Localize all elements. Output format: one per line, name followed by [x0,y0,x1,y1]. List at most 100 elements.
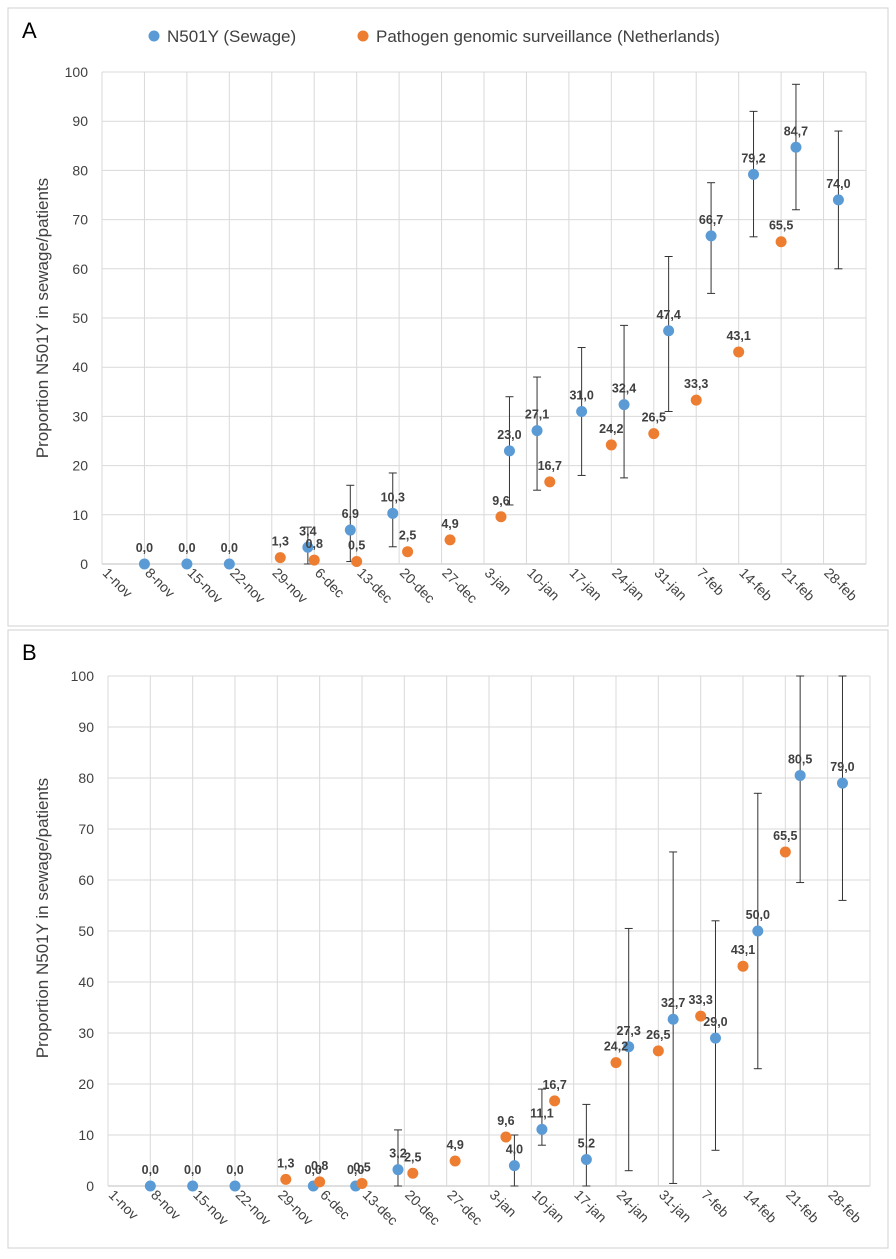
panel-b-surveillance-data-label: 65,5 [773,829,797,843]
panel-b-sewage-point [580,1153,592,1165]
panel-a-sewage-data-label: 0,0 [221,541,238,555]
panel-a-sewage-data-label: 23,0 [497,428,521,442]
panel-a-sewage-point [181,558,193,570]
panel-b-surveillance-data-label: 2,5 [404,1150,421,1164]
panel-b-surveillance-data-label: 26,5 [646,1028,670,1042]
panel-a-ytick-label: 40 [72,359,88,375]
panel-b-sewage-point [508,1160,520,1172]
panel-a-surveillance-point [402,546,414,558]
panel-a-ytick-label: 80 [72,162,88,178]
panel-b-ytick-label: 90 [78,719,94,735]
legend-surveillance-label: Pathogen genomic surveillance (Netherlan… [376,27,720,46]
panel-b-surveillance-data-label: 24,2 [604,1040,628,1054]
panel-b-surveillance-data-label: 0,8 [311,1159,328,1173]
panel-a-surveillance-data-label: 33,3 [684,377,708,391]
panel-a-ytick-label: 10 [72,507,88,523]
panel-a-sewage-data-label: 84,7 [784,124,808,138]
panel-a-surveillance-point [690,394,702,406]
panel-b-surveillance-point [449,1155,461,1167]
panel-b-ytick-label: 70 [78,821,94,837]
panel-a-sewage-data-label: 6,9 [342,507,359,521]
panel-a-sewage-point [748,168,760,180]
panel-a-surveillance-data-label: 4,9 [441,517,458,531]
panel-b-surveillance-point [652,1045,664,1057]
panel-a-sewage-point [531,425,543,437]
panel-a-surveillance-data-label: 16,7 [538,459,562,473]
panel-b-ytick-label: 0 [86,1178,94,1194]
panel-b-surveillance-point [407,1167,419,1179]
panel-b-surveillance-point [737,960,749,972]
panel-a-surveillance-point [495,511,507,523]
panel-a-surveillance-data-label: 0,5 [348,539,365,553]
panel-b-sewage-point [794,769,806,781]
panel-b-sewage-point [836,777,848,789]
panel-a-sewage-point [138,558,150,570]
panel-b-surveillance-point [280,1173,292,1185]
panel-b-ytick-label: 10 [78,1127,94,1143]
panel-b-surveillance-point [779,846,791,858]
panel-b-surveillance-point [500,1131,512,1143]
panel-b-sewage-data-label: 5,2 [578,1136,595,1150]
panel-b-sewage-data-label: 50,0 [746,908,770,922]
panel-a-sewage-point [302,541,314,553]
panel-a-ylabel: Proportion N501Y in sewage/patients [33,178,52,458]
panel-b-sewage-data-label: 11,1 [530,1106,554,1120]
panel-b-surveillance-data-label: 16,7 [542,1078,566,1092]
panel-a-sewage-point [503,445,515,457]
panel-b-sewage-data-label: 0,0 [184,1163,201,1177]
panel-a-surveillance-point [444,534,456,546]
panel-b-surveillance-point [356,1177,368,1189]
panel-a-sewage-data-label: 31,0 [569,388,593,402]
panel-b-surveillance-data-label: 33,3 [688,993,712,1007]
panel-a-surveillance-data-label: 26,5 [642,411,666,425]
panel-a-surveillance-point [544,476,556,488]
panel-b-sewage-data-label: 0,0 [142,1163,159,1177]
panel-a-surveillance-point [308,554,320,566]
panel-b-sewage-data-label: 79,0 [830,760,854,774]
panel-a-sewage-point [223,558,235,570]
panel-b-surveillance-data-label: 43,1 [731,943,755,957]
panel-a-ytick-label: 20 [72,458,88,474]
panel-a-surveillance-data-label: 1,3 [272,535,289,549]
panel-b-ytick-label: 60 [78,872,94,888]
panel-a-ytick-label: 70 [72,212,88,228]
panel-a-sewage-data-label: 10,3 [381,490,405,504]
panel-a: A N501Y (Sewage) Pathogen genomic survei… [7,7,889,627]
panel-b-sewage-point [229,1180,241,1192]
panel-a-ytick-label: 0 [80,556,88,572]
panel-a-sewage-data-label: 74,0 [826,177,850,191]
panel-b-ylabel: Proportion N501Y in sewage/patients [33,778,52,1058]
panel-b-surveillance-data-label: 0,5 [353,1160,370,1174]
panel-b-surveillance-data-label: 4,9 [446,1138,463,1152]
panel-b-sewage-point [536,1123,548,1135]
panel-a-sewage-data-label: 32,4 [612,382,636,396]
panel-b-sewage-point [623,1041,635,1053]
panel-a-sewage-point [663,325,675,337]
panel-a-surveillance-data-label: 2,5 [399,529,416,543]
panel-b-ytick-label: 100 [71,668,95,684]
panel-a-surveillance-point [775,236,787,248]
panel-b-surveillance-data-label: 1,3 [277,1156,294,1170]
panel-b-sewage-point [187,1180,199,1192]
panel-a-surveillance-point [648,428,660,440]
panel-b-sewage-data-label: 3,2 [389,1147,406,1161]
legend-sewage-label: N501Y (Sewage) [167,27,296,46]
panel-b-sewage-data-label: 0,0 [305,1163,322,1177]
panel-b-surveillance-point [610,1057,622,1069]
panel-a-sewage-data-label: 3,4 [299,524,316,538]
panel-b-sewage-data-label: 32,7 [661,996,685,1010]
panel-a-surveillance-data-label: 0,8 [306,537,323,551]
panel-b-sewage-point [667,1013,679,1025]
panel-b-sewage-data-label: 0,0 [226,1163,243,1177]
panel-a-sewage-data-label: 0,0 [136,541,153,555]
panel-b-sewage-data-label: 0,0 [347,1163,364,1177]
panel-a-sewage-point [387,507,399,519]
panel-a-frame [7,7,889,627]
panel-a-sewage-data-label: 79,2 [741,151,765,165]
panel-b-letter: B [22,640,37,665]
panel-b-ytick-label: 30 [78,1025,94,1041]
panel-a-surveillance-data-label: 43,1 [726,329,750,343]
panel-b-sewage-data-label: 4,0 [506,1143,523,1157]
panel-b: B Proportion N501Y in sewage/patients 0 1… [7,629,889,1249]
